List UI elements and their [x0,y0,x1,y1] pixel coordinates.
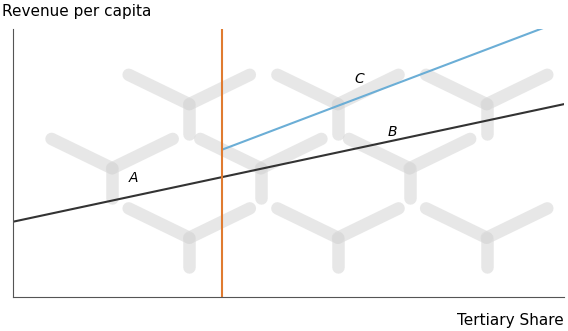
Text: Revenue per capita: Revenue per capita [2,4,151,19]
Text: C: C [354,72,364,86]
Text: Tertiary Share: Tertiary Share [457,312,564,328]
Text: A: A [128,171,138,185]
Text: B: B [387,125,397,139]
